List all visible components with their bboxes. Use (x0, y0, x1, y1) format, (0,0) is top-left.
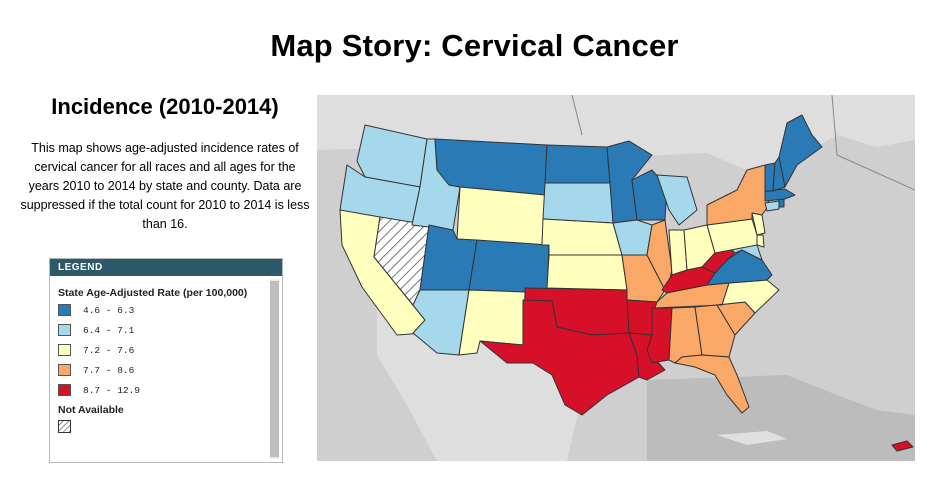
state-ma[interactable] (764, 188, 796, 202)
state-wi[interactable] (631, 169, 668, 221)
legend-na-label: Not Available (58, 404, 124, 416)
legend-swatch-1 (58, 304, 71, 316)
state-ny[interactable] (706, 164, 770, 226)
state-co[interactable] (468, 239, 550, 294)
legend-item-1: 4.6 - 6.3 (58, 300, 263, 320)
page-title: Map Story: Cervical Cancer (270, 28, 679, 63)
state-ct[interactable] (764, 200, 780, 212)
legend-label-1: 4.6 - 6.3 (83, 304, 135, 316)
legend-item-4: 7.7 - 8.6 (58, 360, 263, 380)
canada-land (317, 95, 915, 170)
legend-na-swatch (58, 420, 71, 433)
legend-label-5: 8.7 - 12.9 (83, 384, 141, 396)
state-ne[interactable] (541, 218, 623, 256)
legend-label-3: 7.2 - 7.6 (83, 344, 135, 356)
state-nd[interactable] (544, 144, 611, 184)
state-ga[interactable] (694, 304, 736, 358)
graticule-lines (571, 95, 915, 191)
gulf-water (647, 375, 915, 461)
state-va[interactable] (706, 249, 773, 286)
legend-body: State Age-Adjusted Rate (per 100,000) 4.… (50, 276, 263, 438)
state-sd[interactable] (542, 182, 614, 224)
state-ri[interactable] (778, 198, 785, 208)
legend-swatch-5 (58, 384, 71, 396)
legend-label-4: 7.7 - 8.6 (83, 364, 135, 376)
choropleth-map[interactable] (317, 95, 915, 461)
state-wy[interactable] (456, 186, 546, 246)
state-mi[interactable] (656, 174, 698, 226)
legend-scrollbar[interactable] (270, 279, 279, 459)
legend-panel: LEGEND State Age-Adjusted Rate (per 100,… (49, 258, 283, 463)
us-states-map[interactable] (317, 95, 915, 461)
legend-swatch-2 (58, 324, 71, 336)
section-title: Incidence (2010-2014) (51, 94, 279, 119)
map-description: This map shows age-adjusted incidence ra… (20, 141, 310, 231)
legend-item-2: 6.4 - 7.1 (58, 320, 263, 340)
state-fl[interactable] (674, 354, 750, 414)
state-de[interactable] (756, 234, 765, 248)
legend-scroll-thumb[interactable] (270, 281, 279, 457)
legend-label-2: 6.4 - 7.1 (83, 324, 135, 336)
legend-item-5: 8.7 - 12.9 (58, 380, 263, 400)
state-me[interactable] (778, 114, 823, 188)
legend-item-3: 7.2 - 7.6 (58, 340, 263, 360)
state-pr[interactable] (891, 440, 914, 452)
state-ks[interactable] (546, 254, 628, 291)
cuba-land (717, 431, 787, 445)
legend-swatch-4 (58, 364, 71, 376)
legend-swatch-3 (58, 344, 71, 356)
legend-header: LEGEND (50, 259, 282, 276)
state-tx[interactable] (479, 299, 640, 416)
legend-title: State Age-Adjusted Rate (per 100,000) (58, 287, 248, 299)
